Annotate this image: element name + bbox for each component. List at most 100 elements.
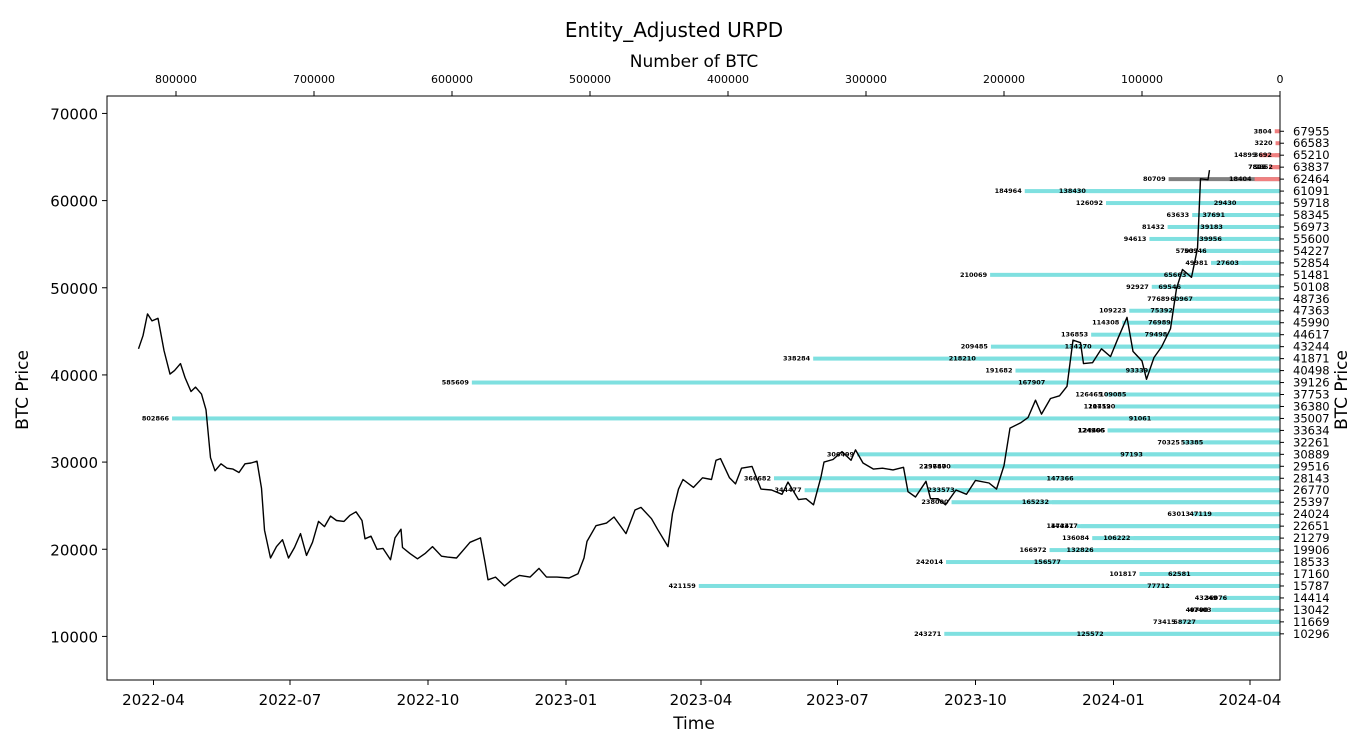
urpd-bar-label: 3692 bbox=[1254, 151, 1272, 159]
urpd-bar-label: 147366 bbox=[1046, 474, 1074, 482]
top-x-axis-label: Number of BTC bbox=[630, 52, 758, 72]
urpd-bar-label: 7822 bbox=[1248, 163, 1266, 171]
right-y-tick-label: 55600 bbox=[1293, 232, 1330, 246]
urpd-bar bbox=[1015, 368, 1280, 373]
urpd-bar bbox=[978, 356, 1280, 361]
right-y-tick-label: 11669 bbox=[1293, 615, 1330, 629]
urpd-bar bbox=[1106, 631, 1280, 636]
right-y-tick-label: 35007 bbox=[1293, 411, 1330, 425]
urpd-bar-label: 93339 bbox=[1126, 367, 1149, 375]
x-axis-label: Time bbox=[672, 714, 715, 734]
urpd-bar-label: 109223 bbox=[1099, 307, 1126, 315]
y-axis-label: BTC Price bbox=[13, 350, 33, 430]
urpd-bar bbox=[1241, 260, 1280, 265]
urpd-bar-label: 65663 bbox=[1164, 271, 1187, 279]
x-tick-label: 2023-07 bbox=[806, 691, 869, 709]
urpd-bar bbox=[1259, 153, 1280, 158]
right-y-tick-label: 47363 bbox=[1293, 304, 1330, 318]
top-x-tick-label: 0 bbox=[1277, 73, 1284, 86]
urpd-bar-label: 239787 bbox=[919, 462, 946, 470]
urpd-bar bbox=[1209, 248, 1280, 253]
x-tick-label: 2022-07 bbox=[259, 691, 322, 709]
urpd-bar bbox=[1145, 452, 1280, 457]
right-y-tick-label: 14414 bbox=[1293, 591, 1330, 605]
x-tick-label: 2023-01 bbox=[535, 691, 598, 709]
urpd-bar-label: 167907 bbox=[1018, 379, 1045, 387]
right-y-tick-label: 48736 bbox=[1293, 292, 1330, 306]
urpd-bar-label: 109085 bbox=[1099, 391, 1127, 399]
urpd-bar bbox=[471, 380, 1280, 385]
urpd-bar-label: 165232 bbox=[1022, 498, 1049, 506]
x-tick-label: 2024-04 bbox=[1219, 691, 1282, 709]
urpd-bars bbox=[172, 129, 1280, 636]
top-x-tick-label: 100000 bbox=[1121, 73, 1163, 86]
urpd-bar bbox=[1172, 583, 1280, 588]
urpd-bar-label: 106222 bbox=[1103, 534, 1130, 542]
right-y-tick-label: 63837 bbox=[1293, 160, 1330, 174]
urpd-bar-label: 238000 bbox=[921, 498, 949, 506]
urpd-bar bbox=[1076, 476, 1280, 481]
urpd-bar-label: 132826 bbox=[1067, 546, 1095, 554]
top-x-tick-label: 200000 bbox=[983, 73, 1025, 86]
right-y-tick-label: 52854 bbox=[1293, 256, 1330, 270]
urpd-bar-label: 91061 bbox=[1129, 414, 1152, 422]
urpd-bar bbox=[953, 464, 1280, 469]
urpd-bar-label: 14899 bbox=[1234, 151, 1257, 159]
urpd-bar bbox=[957, 488, 1280, 493]
urpd-bar-label: 29430 bbox=[1214, 199, 1237, 207]
urpd-bar bbox=[1274, 153, 1280, 158]
urpd-bar-label: 124405 bbox=[1078, 426, 1106, 434]
urpd-bar-label: 79498 bbox=[1145, 331, 1168, 339]
urpd-bar bbox=[1198, 619, 1280, 624]
urpd-bar-label: 184964 bbox=[995, 187, 1023, 195]
urpd-bar-label: 242014 bbox=[916, 558, 944, 566]
right-y-tick-label: 54227 bbox=[1293, 244, 1330, 258]
urpd-bar bbox=[773, 476, 1280, 481]
urpd-bar-label: 53385 bbox=[1181, 438, 1204, 446]
urpd-bar-label: 37691 bbox=[1202, 211, 1225, 219]
urpd-bar-label: 43249 bbox=[1195, 594, 1218, 602]
urpd-bar bbox=[1189, 272, 1280, 277]
urpd-bar-label: 58727 bbox=[1173, 618, 1196, 626]
urpd-bar bbox=[1063, 560, 1280, 565]
urpd-bar-label: 94613 bbox=[1124, 235, 1147, 243]
urpd-bar-label: 101817 bbox=[1109, 570, 1136, 578]
x-tick-label: 2023-04 bbox=[670, 691, 733, 709]
axes: 10000 20000 30000 40000 50000 60000 70000 2022-… bbox=[50, 73, 1329, 709]
urpd-bar bbox=[1051, 500, 1280, 505]
top-x-tick-label: 700000 bbox=[293, 73, 335, 86]
right-y-tick-label: 56973 bbox=[1293, 220, 1330, 234]
urpd-bar bbox=[1048, 380, 1280, 385]
urpd-bar-label: 114308 bbox=[1092, 319, 1120, 327]
x-tick-label: 2024-01 bbox=[1082, 691, 1145, 709]
urpd-bar-label: 63633 bbox=[1167, 211, 1190, 219]
right-y-tick-label: 17160 bbox=[1293, 567, 1330, 581]
urpd-bar bbox=[1088, 189, 1280, 194]
urpd-bar-label: 3220 bbox=[1254, 139, 1273, 147]
y-tick-label: 20000 bbox=[50, 541, 98, 559]
urpd-bar-label: 49790 bbox=[1186, 606, 1209, 614]
urpd-bar-label: 2952 bbox=[1255, 163, 1273, 171]
urpd-bar bbox=[1154, 416, 1280, 421]
urpd-bar-label: 218210 bbox=[949, 355, 977, 363]
urpd-bar bbox=[1214, 512, 1280, 517]
urpd-bar bbox=[1105, 201, 1280, 206]
right-y-tick-label: 65210 bbox=[1293, 148, 1330, 162]
urpd-bar bbox=[1254, 177, 1280, 182]
urpd-bar-label: 802866 bbox=[142, 414, 170, 422]
y-tick-label: 70000 bbox=[50, 105, 98, 123]
urpd-bar bbox=[1269, 165, 1280, 170]
urpd-bar bbox=[1184, 284, 1280, 289]
urpd-bar-label: 421159 bbox=[669, 582, 697, 590]
right-y-tick-label: 22651 bbox=[1293, 519, 1330, 533]
urpd-bar-label: 136853 bbox=[1061, 331, 1088, 339]
urpd-bar bbox=[1173, 320, 1280, 325]
urpd-bar-label: 75392 bbox=[1150, 307, 1173, 315]
urpd-bar-label: 92927 bbox=[1126, 283, 1149, 291]
urpd-bar bbox=[990, 272, 1280, 277]
right-y-tick-label: 40498 bbox=[1293, 364, 1330, 378]
urpd-bar-label: 156577 bbox=[1034, 558, 1061, 566]
urpd-bar bbox=[1108, 428, 1280, 433]
